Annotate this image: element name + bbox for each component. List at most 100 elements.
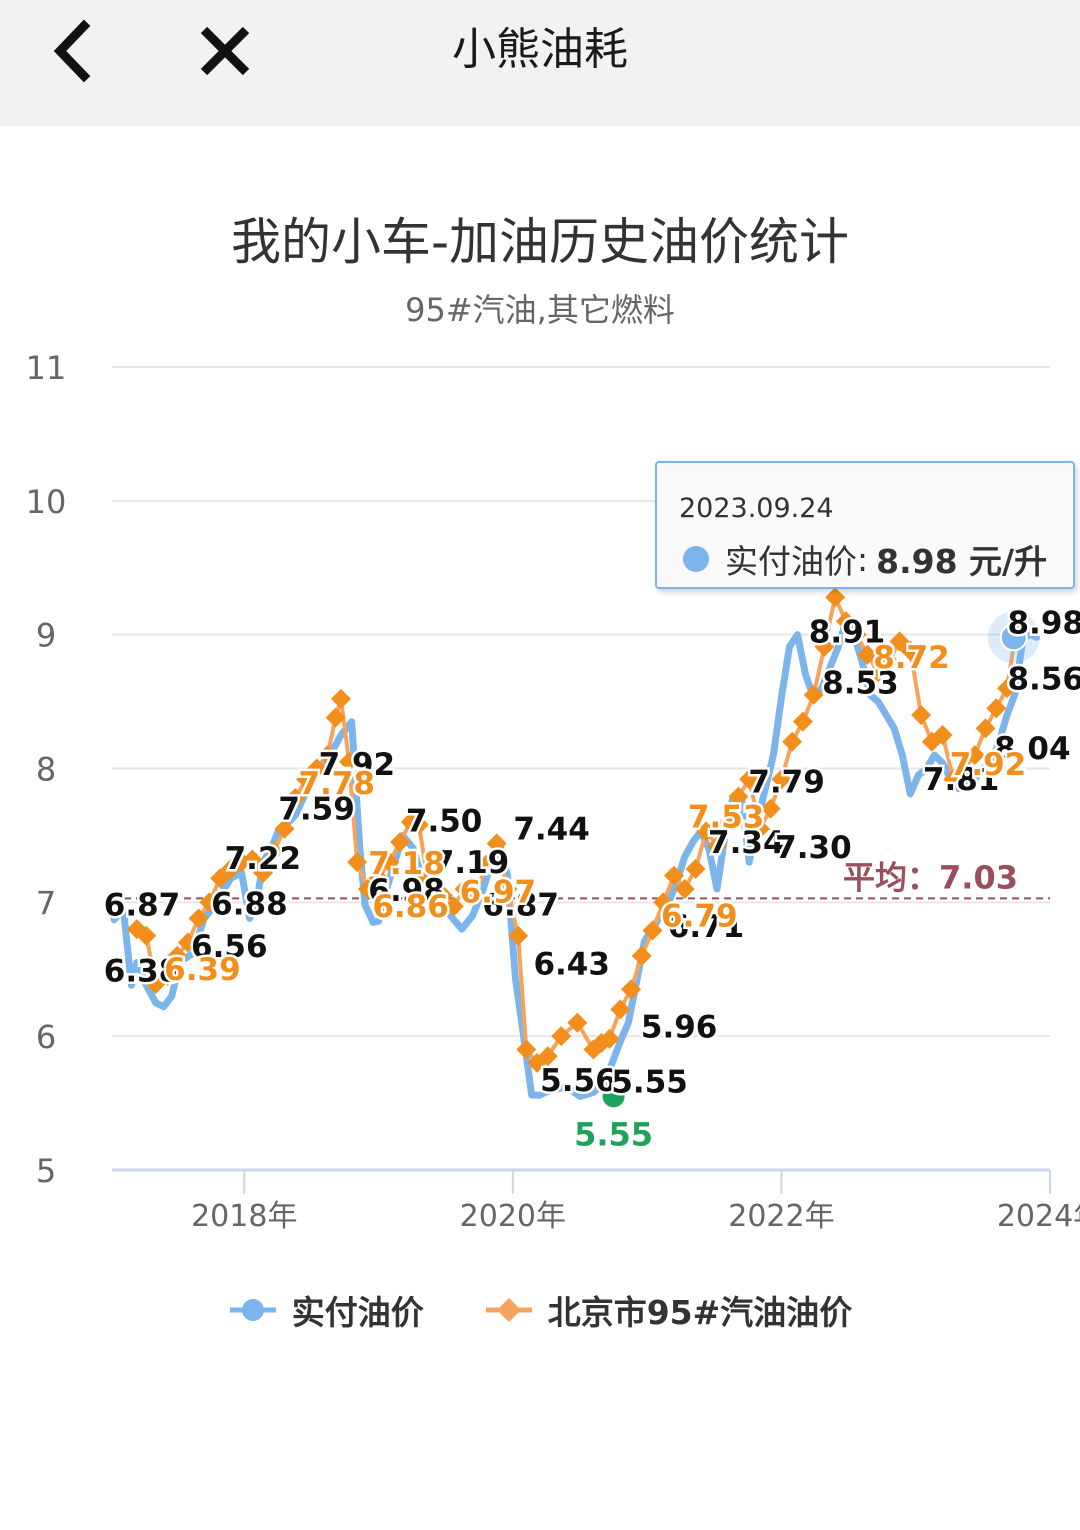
tooltip: 2023.09.24 实付油价: 8.98 元/升 [655, 461, 1075, 589]
beijing-point [476, 854, 496, 875]
actual-data-label: 7.81 [923, 762, 1000, 798]
beijing-point [188, 908, 209, 929]
beijing-point [177, 932, 198, 953]
beijing-point [330, 688, 351, 709]
beijing-point [803, 684, 824, 705]
beijing-point [497, 878, 518, 899]
beijing-point [424, 872, 445, 893]
legend-item-actual[interactable]: 实付油价 [228, 1286, 424, 1334]
beijing-point [567, 1012, 588, 1033]
tooltip-series-dot [683, 546, 709, 572]
beijing-point [242, 849, 263, 870]
beijing-point [674, 878, 695, 899]
beijing-point [792, 711, 813, 732]
beijing-point [508, 925, 529, 946]
actual-data-label: 6.56 [191, 929, 268, 965]
y-tick-label: 9 [36, 617, 56, 655]
close-button[interactable] [190, 16, 260, 86]
beijing-point [621, 979, 642, 1000]
beijing-point [317, 745, 338, 766]
legend-beijing-label: 北京市95#汽油油价 [547, 1293, 853, 1332]
beijing-point [739, 769, 760, 790]
highlight-point [999, 623, 1028, 652]
beijing-point [706, 836, 727, 857]
chart-legend: 实付油价 北京市95#汽油油价 [0, 1282, 1080, 1338]
min-point-label: 5.55 [574, 1115, 653, 1153]
beijing-point [599, 1028, 620, 1049]
beijing-point [610, 999, 631, 1020]
app-title: 小熊油耗 [452, 24, 628, 75]
beijing-data-label: 7.78 [298, 766, 375, 802]
beijing-point [782, 731, 803, 752]
beijing-point [685, 858, 706, 879]
beijing-point [943, 769, 964, 790]
beijing-data-label: 6.39 [164, 952, 241, 988]
tooltip-date: 2023.09.24 [679, 493, 834, 524]
actual-data-label: 5.56 [540, 1063, 617, 1099]
beijing-point [878, 651, 899, 672]
chart-subtitle: 95#汽油,其它燃料 [405, 291, 675, 329]
tooltip-value: 8.98 元/升 [876, 542, 1048, 581]
legend-actual-label: 实付油价 [291, 1293, 424, 1332]
beijing-point [954, 758, 975, 779]
price-chart: 5 6 7 8 9 10 11 2018年 2020年 2022年 2024年 平均：7.03 5.5… [26, 349, 1080, 1234]
y-tick-label: 7 [36, 884, 56, 922]
beijing-point [653, 892, 674, 913]
beijing-point [857, 644, 878, 665]
beijing-point [408, 814, 429, 835]
beijing-data-label: 6.79 [661, 898, 738, 934]
actual-data-label: 6.43 [533, 947, 610, 983]
beijing-point [306, 758, 327, 779]
chart-title: 我的小车-加油历史油价统计 [230, 213, 850, 271]
actual-data-label: 7.92 [319, 747, 396, 783]
actual-data-label: 6.87 [482, 888, 559, 924]
actual-data-label: 5.96 [641, 1010, 718, 1046]
beijing-data-label: 6.97 [460, 874, 537, 910]
beijing-point [537, 1046, 558, 1067]
beijing-point [357, 878, 378, 899]
actual-price-line [110, 617, 1041, 1100]
beijing-point [253, 862, 274, 883]
beijing-point [325, 707, 346, 728]
actual-data-label: 6.87 [104, 888, 181, 924]
beijing-point [631, 945, 652, 966]
beijing-point [443, 896, 464, 917]
beijing-point [846, 624, 867, 645]
beijing-point [136, 925, 157, 946]
actual-data-label: 7.79 [748, 765, 825, 801]
actual-data-label: 7.59 [278, 791, 355, 827]
beijing-point [642, 920, 663, 941]
legend-item-beijing[interactable]: 北京市95#汽油油价 [484, 1286, 853, 1334]
beijing-point [964, 745, 985, 766]
beijing-point [210, 868, 231, 889]
y-tick-label: 10 [26, 483, 67, 521]
close-icon [200, 26, 250, 76]
beijing-point [771, 769, 792, 790]
beijing-point [486, 833, 507, 854]
beijing-point [814, 636, 835, 657]
beijing-point [728, 786, 749, 807]
x-tick-label: 2018年 [191, 1199, 297, 1234]
beijing-point [551, 1026, 572, 1047]
beijing-point [274, 818, 295, 839]
back-button[interactable] [40, 16, 110, 86]
beijing-point [717, 812, 738, 833]
beijing-point [889, 631, 910, 652]
actual-data-label: 7.34 [708, 825, 785, 861]
tooltip-series-name: 实付油价 [725, 542, 857, 581]
beijing-point [516, 1039, 537, 1060]
beijing-point [911, 704, 932, 725]
beijing-point [199, 892, 220, 913]
beijing-point [868, 662, 889, 683]
legend-actual-symbol [229, 1299, 276, 1321]
beijing-point [339, 751, 360, 772]
actual-data-label: 7.50 [406, 803, 483, 839]
x-tick-label: 2020年 [460, 1199, 566, 1234]
beijing-point [145, 973, 166, 994]
chevron-left-icon [53, 19, 91, 83]
beijing-data-label: 6.86 [372, 889, 449, 925]
tooltip-row: 实付油价: 8.98 元/升 [683, 535, 1047, 583]
beijing-data-label: 7.53 [688, 799, 765, 835]
beijing-point [296, 769, 317, 790]
average-label: 平均：7.03 [843, 858, 1018, 896]
